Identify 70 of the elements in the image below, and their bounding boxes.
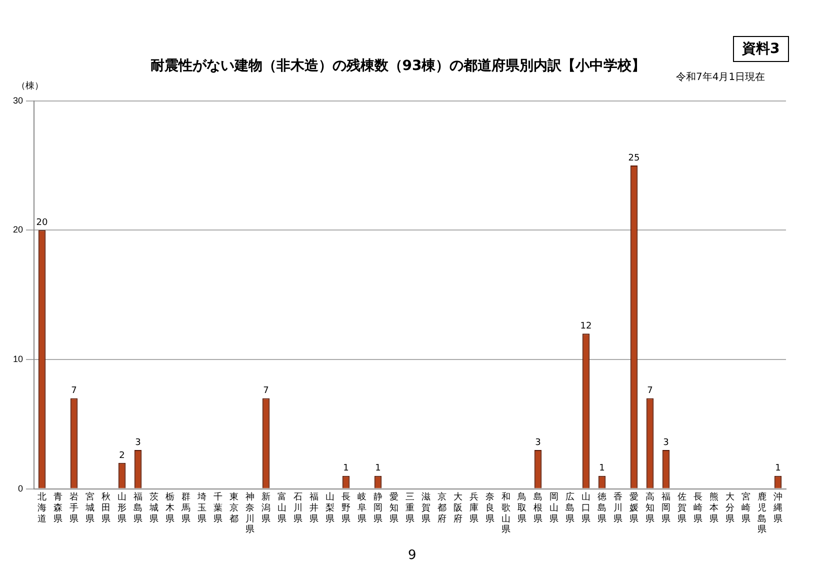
chart-title: 耐震性がない建物（非木造）の残棟数（93棟）の都道府県別内訳【小中学校】 xyxy=(150,57,646,74)
x-tick-label: 富山県 xyxy=(278,492,287,524)
data-label: 3 xyxy=(663,438,669,448)
x-tick-label: 新潟県 xyxy=(262,492,271,524)
x-tick-label: 愛媛県 xyxy=(630,492,638,524)
x-tick-label: 石川県 xyxy=(294,492,303,524)
x-tick-label: 福島県 xyxy=(134,492,143,524)
data-label: 2 xyxy=(119,450,125,461)
x-tick-label: 青森県 xyxy=(54,492,63,524)
text: 令和7年4月1日現在 xyxy=(676,70,766,84)
y-tick-label: 20 xyxy=(12,224,24,235)
x-tick-label: 大分県 xyxy=(726,492,734,524)
x-tick-label: 茨城県 xyxy=(148,492,159,524)
x-tick-label: 静岡県 xyxy=(374,492,383,524)
x-tick-label: 愛知県 xyxy=(390,492,399,524)
x-tick-label: 北海道 xyxy=(38,492,47,524)
text: 9 xyxy=(408,548,416,563)
y-tick-label: 30 xyxy=(12,95,24,106)
y-tick-label: 10 xyxy=(12,354,24,364)
x-tick-label: 福岡県 xyxy=(662,492,670,524)
x-tick-label: 京都府 xyxy=(438,492,447,524)
x-tick-label: 和歌山県 xyxy=(502,492,511,534)
x-tick-label: 埼玉県 xyxy=(196,492,207,524)
data-label: 1 xyxy=(599,464,605,474)
x-tick-label: 群馬県 xyxy=(180,492,191,524)
data-label: 7 xyxy=(71,386,77,396)
x-tick-label: 岡山県 xyxy=(550,492,559,524)
x-tick-label: 三重県 xyxy=(406,492,415,524)
x-tick-label: 徳島県 xyxy=(598,492,607,524)
y-tick-label: 0 xyxy=(18,483,24,494)
data-label: 1 xyxy=(343,464,349,474)
x-tick-label: 東京都 xyxy=(230,492,239,524)
x-tick-label: 沖縄県 xyxy=(772,492,782,524)
x-tick-label: 香川県 xyxy=(614,492,622,524)
text: 資料3 xyxy=(733,36,789,62)
x-tick-label: 佐賀県 xyxy=(678,492,686,524)
data-label: 1 xyxy=(375,464,381,474)
x-tick-label: 神奈川県 xyxy=(246,492,255,534)
x-tick-label: 鳥取県 xyxy=(516,492,527,524)
x-tick-label: 山梨県 xyxy=(326,492,335,524)
x-tick-label: 大阪府 xyxy=(454,492,463,524)
x-tick-label: 島根県 xyxy=(534,492,543,524)
y-axis-title: （棟） xyxy=(16,80,44,92)
data-label: 1 xyxy=(775,464,781,474)
x-tick-label: 岩手県 xyxy=(70,492,79,524)
x-tick-label: 栃木県 xyxy=(166,492,175,524)
x-tick-label: 高知県 xyxy=(646,492,654,524)
data-label: 20 xyxy=(36,218,48,228)
x-tick-label: 秋田県 xyxy=(102,492,111,524)
x-tick-label: 福井県 xyxy=(310,492,319,524)
x-tick-label: 長野県 xyxy=(342,492,351,524)
x-tick-label: 宮崎県 xyxy=(742,492,750,524)
x-tick-label: 山口県 xyxy=(582,492,591,524)
data-label: 3 xyxy=(535,438,541,448)
x-tick-label: 兵庫県 xyxy=(470,492,479,524)
x-tick-label: 長崎県 xyxy=(694,492,702,524)
x-tick-label: 千葉県 xyxy=(214,492,223,524)
data-label: 25 xyxy=(628,153,640,164)
data-label: 7 xyxy=(647,386,653,396)
x-tick-label: 広島県 xyxy=(566,492,575,524)
x-tick-label: 宮城県 xyxy=(84,492,95,524)
data-label: 7 xyxy=(263,386,269,396)
data-label: 12 xyxy=(580,321,592,332)
x-tick-label: 山形県 xyxy=(118,492,127,524)
x-tick-label: 滋賀県 xyxy=(422,492,431,524)
x-tick-label: 熊本県 xyxy=(710,492,718,524)
data-label: 3 xyxy=(135,438,141,448)
x-tick-label: 鹿児島県 xyxy=(758,492,766,534)
x-tick-label: 奈良県 xyxy=(486,492,495,524)
x-tick-label: 岐阜県 xyxy=(358,492,367,524)
